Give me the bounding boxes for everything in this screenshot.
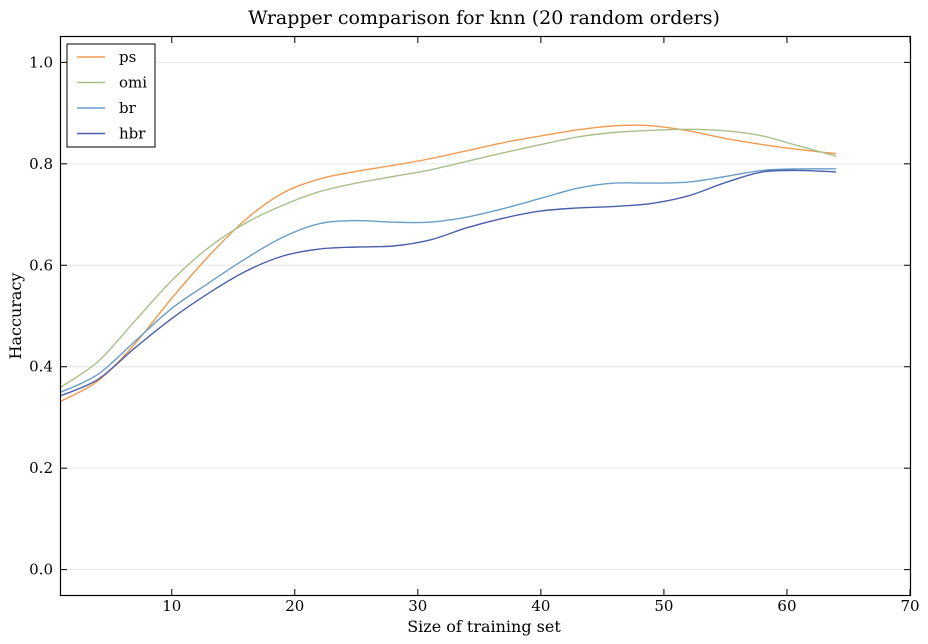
x-tick-label: 50 <box>654 597 673 615</box>
x-tick-label: 20 <box>285 597 304 615</box>
x-tick-label: 60 <box>777 597 796 615</box>
y-tick-label: 0.8 <box>29 155 53 173</box>
legend-label-omi: omi <box>119 74 147 92</box>
x-tick-label: 70 <box>900 597 919 615</box>
x-axis-title: Size of training set <box>407 617 561 636</box>
y-tick-label: 0.6 <box>29 256 53 274</box>
legend: ps omi br hbr <box>66 43 156 148</box>
legend-label-ps: ps <box>119 48 136 66</box>
y-tick-label: 1.0 <box>29 53 53 71</box>
series-line-br <box>60 168 837 393</box>
plot-frame <box>59 35 912 597</box>
grid <box>61 61 910 571</box>
series-layer <box>60 124 837 402</box>
legend-box <box>66 43 156 148</box>
y-tick-label: 0.0 <box>29 561 53 579</box>
y-axis-title: Haccuracy <box>6 273 25 360</box>
legend-label-br: br <box>119 99 137 117</box>
y-tick-label: 0.2 <box>29 459 53 477</box>
x-tick-label: 30 <box>408 597 427 615</box>
legend-label-hbr: hbr <box>119 125 146 143</box>
series-line-ps <box>60 124 837 402</box>
y-tick-label: 0.4 <box>29 358 53 376</box>
series-line-hbr <box>60 169 837 397</box>
ticks: 0.0 0.2 0.4 0.6 0.8 1.0 10 20 30 40 50 60 70 <box>29 37 920 615</box>
series-line-omi <box>60 128 837 388</box>
x-tick-label: 10 <box>162 597 181 615</box>
x-tick-label: 40 <box>531 597 550 615</box>
chart-title: Wrapper comparison for knn (20 random or… <box>248 7 720 29</box>
